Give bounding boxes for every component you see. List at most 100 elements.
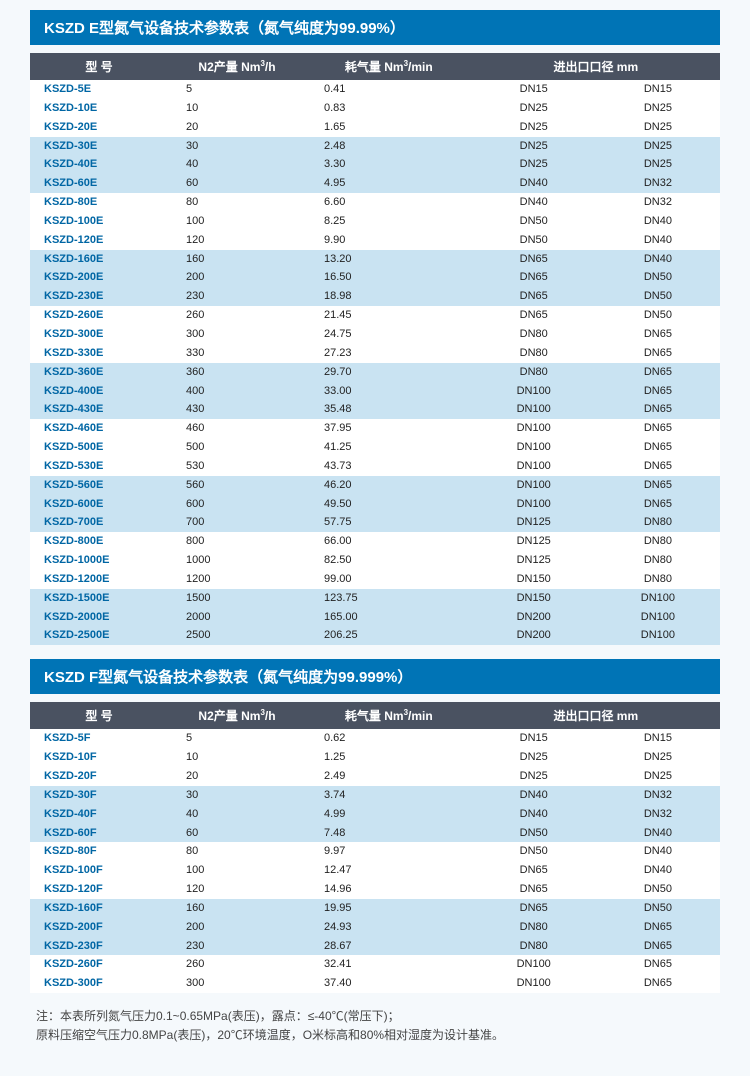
cell-n2: 40 <box>168 805 306 824</box>
table-row: KSZD-600E60049.50DN100DN65 <box>30 495 720 514</box>
cell-model: KSZD-60E <box>30 174 168 193</box>
cell-n2: 500 <box>168 438 306 457</box>
table-row: KSZD-430E43035.48DN100DN65 <box>30 400 720 419</box>
table-row: KSZD-1500E1500123.75DN150DN100 <box>30 589 720 608</box>
cell-dia-out: DN25 <box>596 99 720 118</box>
cell-model: KSZD-60F <box>30 824 168 843</box>
cell-n2: 120 <box>168 231 306 250</box>
cell-model: KSZD-300E <box>30 325 168 344</box>
cell-n2: 600 <box>168 495 306 514</box>
cell-dia-out: DN65 <box>596 476 720 495</box>
cell-n2: 30 <box>168 137 306 156</box>
table-row: KSZD-20F202.49DN25DN25 <box>30 767 720 786</box>
cell-n2: 560 <box>168 476 306 495</box>
cell-n2: 60 <box>168 174 306 193</box>
cell-dia-out: DN65 <box>596 382 720 401</box>
cell-dia-in: DN25 <box>472 118 596 137</box>
cell-n2: 1200 <box>168 570 306 589</box>
table-row: KSZD-60E604.95DN40DN32 <box>30 174 720 193</box>
cell-air: 0.41 <box>306 80 472 99</box>
cell-model: KSZD-10E <box>30 99 168 118</box>
cell-air: 16.50 <box>306 268 472 287</box>
cell-n2: 20 <box>168 118 306 137</box>
cell-dia-in: DN25 <box>472 748 596 767</box>
cell-model: KSZD-2500E <box>30 626 168 645</box>
cell-dia-out: DN50 <box>596 880 720 899</box>
cell-dia-out: DN65 <box>596 495 720 514</box>
cell-n2: 10 <box>168 99 306 118</box>
footnote: 注：本表所列氮气压力0.1~0.65MPa(表压)，露点：≤-40℃(常压下)；… <box>30 1007 720 1045</box>
cell-model: KSZD-1500E <box>30 589 168 608</box>
cell-model: KSZD-360E <box>30 363 168 382</box>
table-row: KSZD-10E100.83DN25DN25 <box>30 99 720 118</box>
cell-dia-out: DN65 <box>596 363 720 382</box>
cell-dia-in: DN125 <box>472 551 596 570</box>
table-row: KSZD-400E40033.00DN100DN65 <box>30 382 720 401</box>
cell-n2: 80 <box>168 842 306 861</box>
cell-model: KSZD-160F <box>30 899 168 918</box>
cell-dia-in: DN80 <box>472 325 596 344</box>
cell-air: 41.25 <box>306 438 472 457</box>
table-row: KSZD-80F809.97DN50DN40 <box>30 842 720 861</box>
table-row: KSZD-1000E100082.50DN125DN80 <box>30 551 720 570</box>
cell-model: KSZD-300F <box>30 974 168 993</box>
table-row: KSZD-2500E2500206.25DN200DN100 <box>30 626 720 645</box>
cell-dia-out: DN65 <box>596 400 720 419</box>
cell-dia-out: DN40 <box>596 861 720 880</box>
table-f-body: KSZD-5F50.62DN15DN15KSZD-10F101.25DN25DN… <box>30 729 720 993</box>
cell-dia-in: DN50 <box>472 842 596 861</box>
footnote-line2: 原料压缩空气压力0.8MPa(表压)，20℃环境温度，O米标高和80%相对湿度为… <box>36 1026 720 1045</box>
cell-dia-in: DN150 <box>472 589 596 608</box>
cell-dia-out: DN40 <box>596 250 720 269</box>
cell-dia-in: DN150 <box>472 570 596 589</box>
footnote-line1: 注：本表所列氮气压力0.1~0.65MPa(表压)，露点：≤-40℃(常压下)； <box>36 1007 720 1026</box>
cell-model: KSZD-30F <box>30 786 168 805</box>
cell-dia-in: DN80 <box>472 363 596 382</box>
cell-dia-in: DN25 <box>472 767 596 786</box>
cell-air: 165.00 <box>306 608 472 627</box>
col-model: 型 号 <box>30 53 168 80</box>
cell-dia-out: DN65 <box>596 438 720 457</box>
table-row: KSZD-40F404.99DN40DN32 <box>30 805 720 824</box>
cell-dia-out: DN25 <box>596 767 720 786</box>
cell-air: 32.41 <box>306 955 472 974</box>
cell-n2: 2500 <box>168 626 306 645</box>
cell-model: KSZD-600E <box>30 495 168 514</box>
cell-dia-in: DN50 <box>472 824 596 843</box>
table-row: KSZD-300E30024.75DN80DN65 <box>30 325 720 344</box>
table-row: KSZD-260F26032.41DN100DN65 <box>30 955 720 974</box>
cell-model: KSZD-460E <box>30 419 168 438</box>
cell-air: 37.40 <box>306 974 472 993</box>
cell-model: KSZD-230E <box>30 287 168 306</box>
table-row: KSZD-100E1008.25DN50DN40 <box>30 212 720 231</box>
cell-n2: 40 <box>168 155 306 174</box>
cell-model: KSZD-40E <box>30 155 168 174</box>
col-dia: 进出口口径 mm <box>472 702 720 729</box>
table-e-title: KSZD E型氮气设备技术参数表（氮气纯度为99.99%） <box>30 10 720 45</box>
cell-n2: 230 <box>168 937 306 956</box>
cell-n2: 30 <box>168 786 306 805</box>
col-n2: N2产量 Nm3/h <box>168 53 306 80</box>
table-row: KSZD-2000E2000165.00DN200DN100 <box>30 608 720 627</box>
table-row: KSZD-500E50041.25DN100DN65 <box>30 438 720 457</box>
cell-air: 14.96 <box>306 880 472 899</box>
cell-model: KSZD-30E <box>30 137 168 156</box>
cell-model: KSZD-5E <box>30 80 168 99</box>
cell-air: 9.90 <box>306 231 472 250</box>
cell-dia-in: DN25 <box>472 137 596 156</box>
cell-dia-out: DN25 <box>596 748 720 767</box>
cell-n2: 230 <box>168 287 306 306</box>
cell-dia-in: DN100 <box>472 476 596 495</box>
cell-dia-in: DN100 <box>472 955 596 974</box>
cell-air: 2.49 <box>306 767 472 786</box>
cell-model: KSZD-330E <box>30 344 168 363</box>
cell-dia-out: DN32 <box>596 805 720 824</box>
cell-dia-out: DN40 <box>596 824 720 843</box>
cell-dia-in: DN125 <box>472 532 596 551</box>
cell-dia-in: DN65 <box>472 250 596 269</box>
table-e: 型 号 N2产量 Nm3/h 耗气量 Nm3/min 进出口口径 mm KSZD… <box>30 53 720 645</box>
cell-air: 6.60 <box>306 193 472 212</box>
cell-model: KSZD-20F <box>30 767 168 786</box>
cell-model: KSZD-100E <box>30 212 168 231</box>
cell-dia-out: DN65 <box>596 419 720 438</box>
